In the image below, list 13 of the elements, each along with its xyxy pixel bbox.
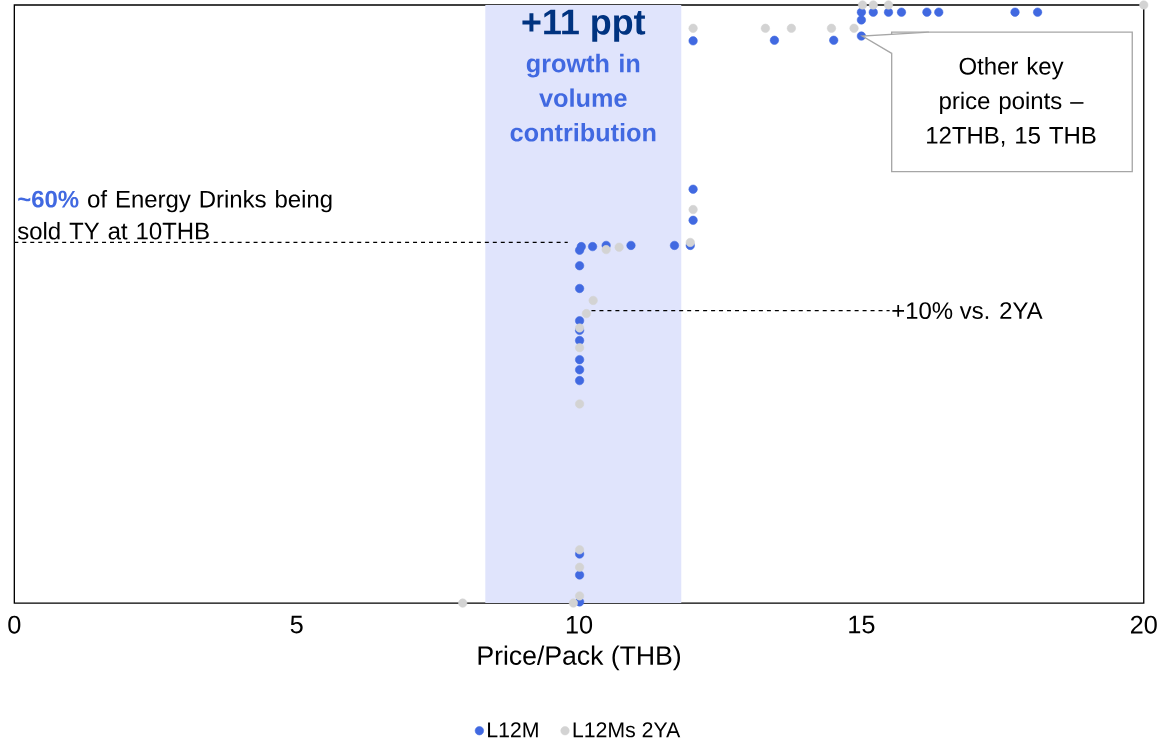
annotation: +10% vs. 2YA xyxy=(892,302,1043,320)
x-tick-label: 5 xyxy=(290,615,303,634)
x-tick-label: 10 xyxy=(566,615,593,634)
legend-label: L12Ms 2YA xyxy=(573,722,681,738)
ref-line-label: ~60% of Energy Drinks being sold TY at 10THB xyxy=(17,190,332,240)
x-tick-label: 15 xyxy=(849,615,875,634)
annotation: growth in volume contribution xyxy=(510,54,656,142)
band-label: +11 ppt xyxy=(522,9,646,42)
x-axis-title: Price/Pack (THB) xyxy=(478,645,681,671)
x-tick-label: 20 xyxy=(1130,615,1157,634)
x-tick-label: 0 xyxy=(8,615,21,634)
annotation: Other key price points – 12THB, 15 THB xyxy=(927,57,1096,147)
legend-label: L12M xyxy=(488,722,538,738)
